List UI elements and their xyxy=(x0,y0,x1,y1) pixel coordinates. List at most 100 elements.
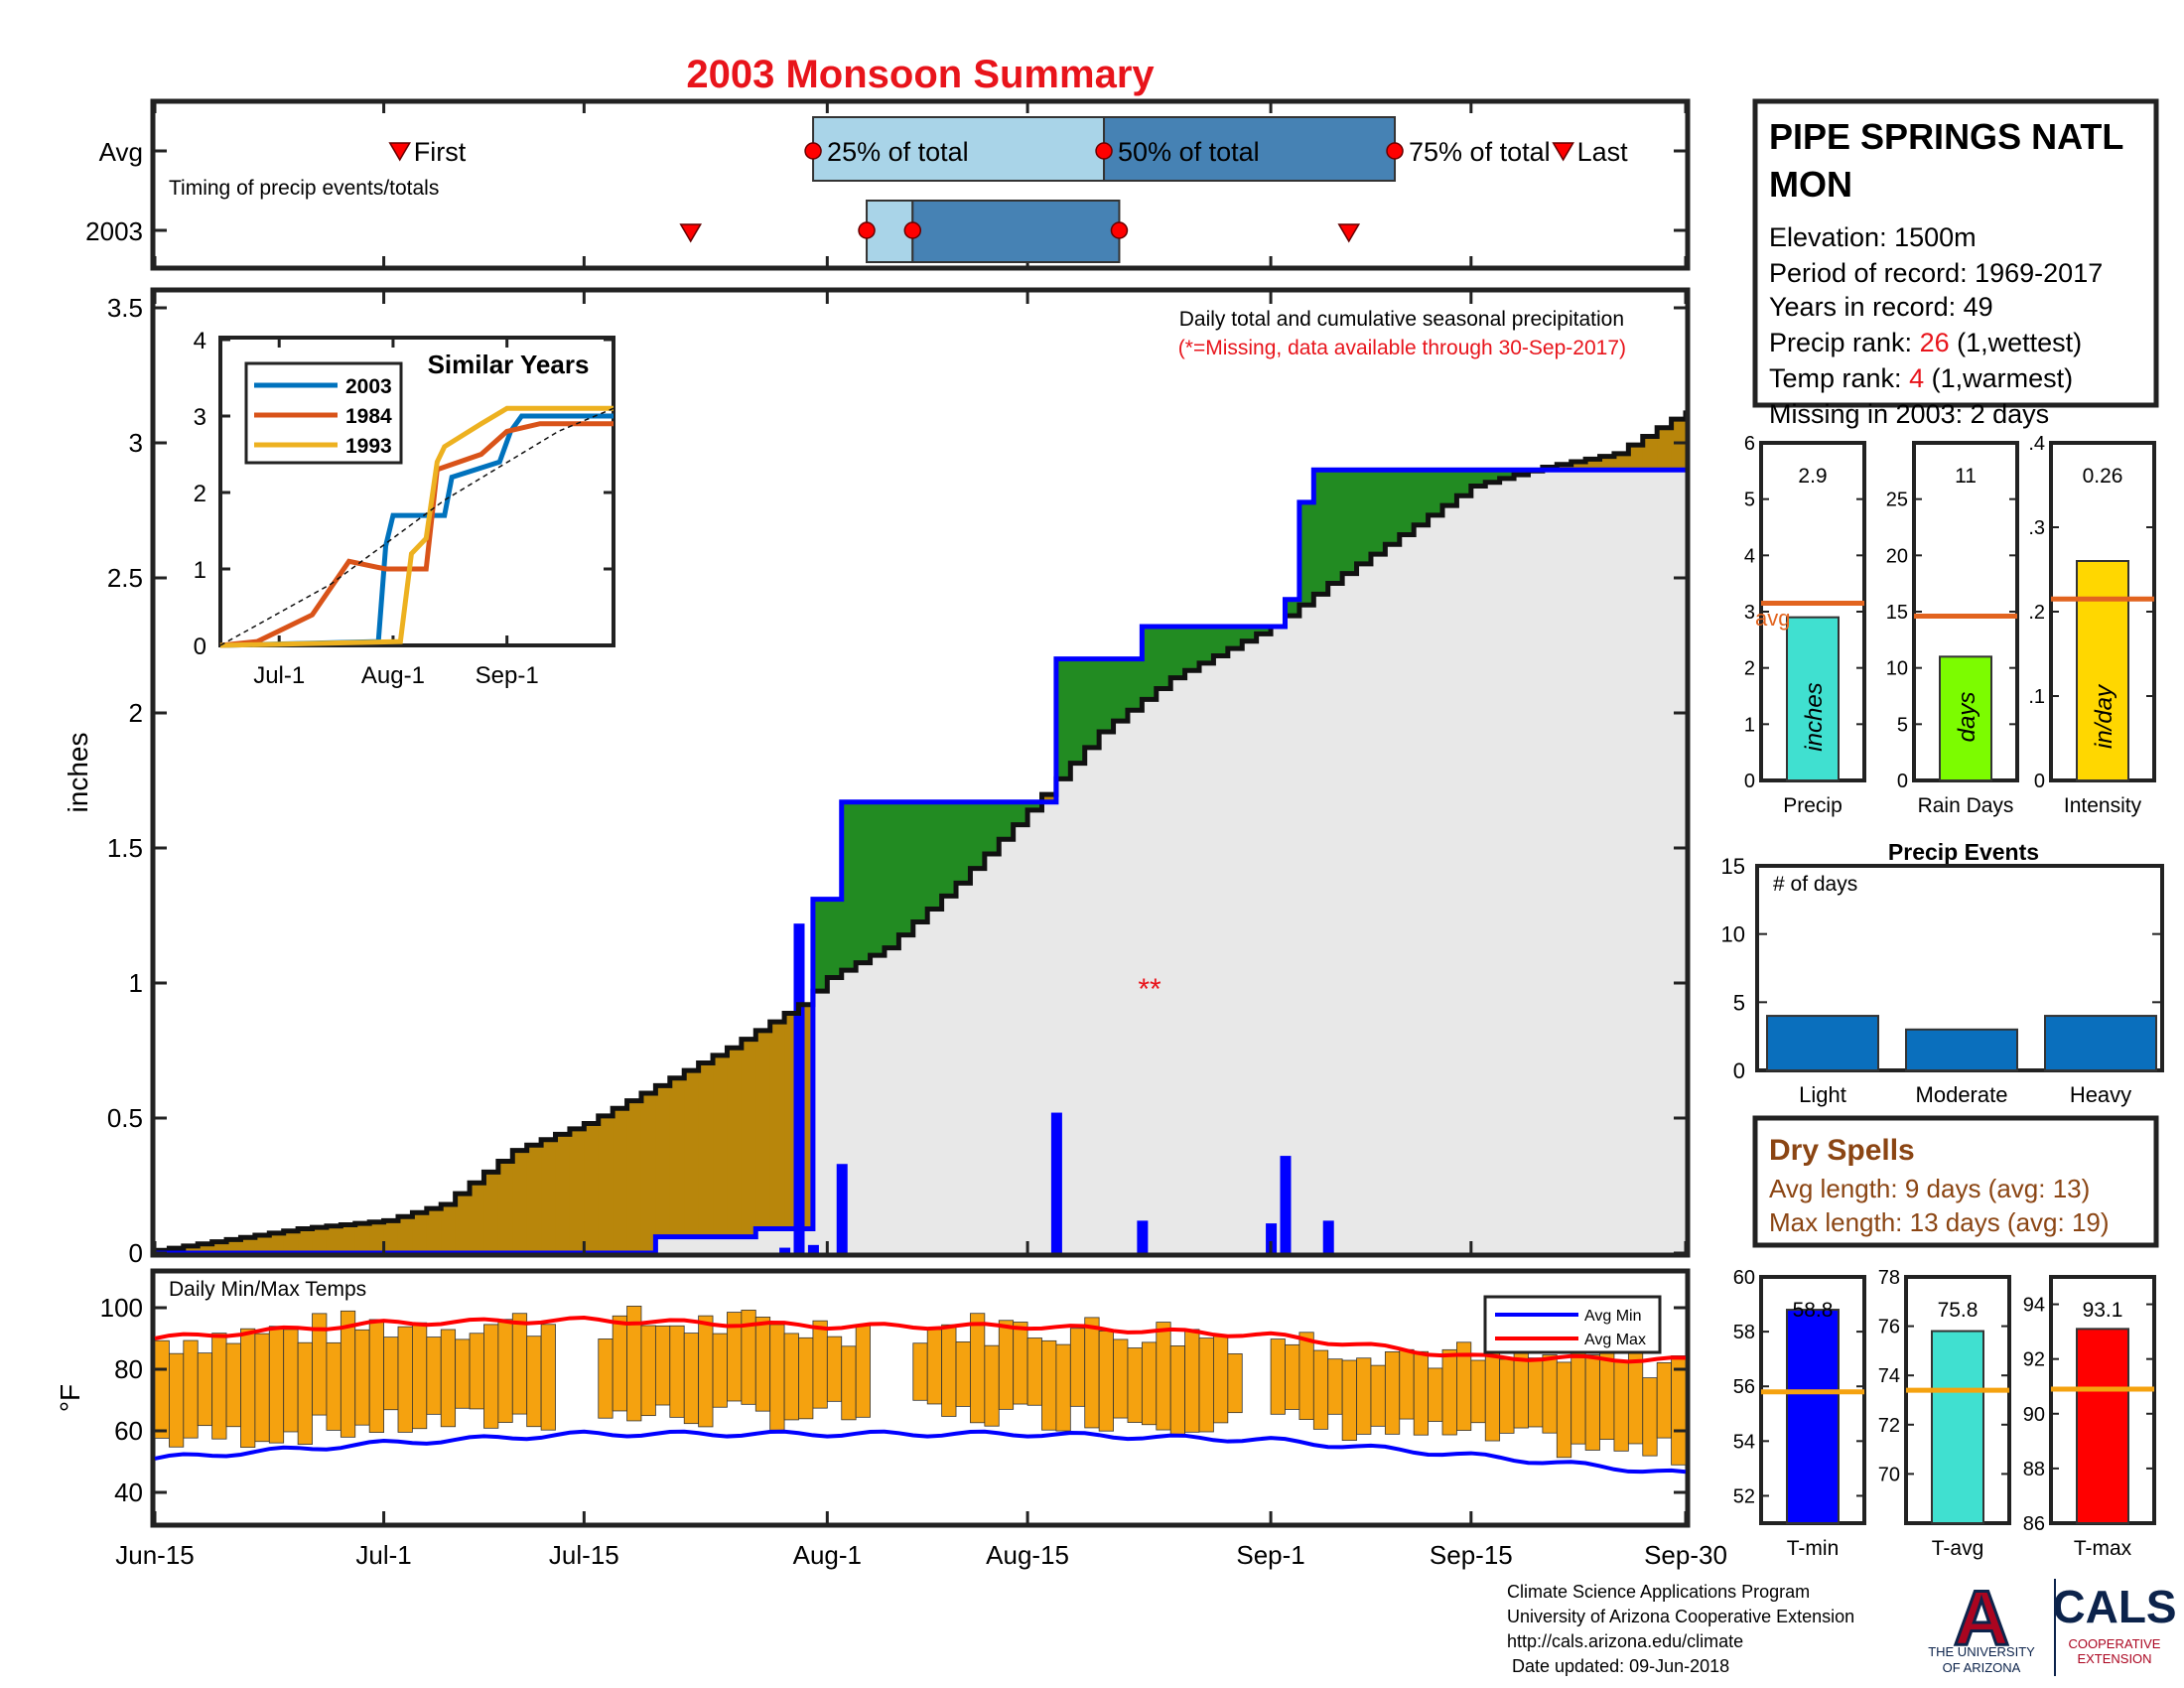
cumulative-2003-surplus-segment xyxy=(584,1123,600,1253)
daily-temp-bar xyxy=(1127,1347,1143,1423)
inset-y-tick-label: 1 xyxy=(194,557,206,584)
cals-line-1: COOPERATIVE xyxy=(2069,1636,2161,1651)
daily-temp-bar xyxy=(469,1333,484,1410)
x-axis-date-label: Aug-1 xyxy=(793,1540,862,1570)
daily-precip-bar xyxy=(836,1164,848,1253)
mini-panel-tick-label: 0 xyxy=(1744,771,1755,792)
daily-temp-bar xyxy=(841,1345,857,1421)
footer-line-4: Date updated: 09-Jun-2018 xyxy=(1507,1656,1729,1676)
mini-panel-value: 11 xyxy=(1955,465,1977,488)
cumulative-2003-surplus-segment xyxy=(1599,456,1615,471)
mini-panel-tick-label: 3 xyxy=(1744,602,1755,624)
cumulative-2003-surplus-segment xyxy=(240,1237,256,1253)
cumulative-2003-surplus-segment xyxy=(1585,459,1601,471)
inset-legend-label: 2003 xyxy=(345,375,392,398)
daily-temp-bar xyxy=(1285,1343,1300,1410)
daily-temp-bar xyxy=(1041,1339,1057,1431)
cumulative-2003-surplus-segment xyxy=(1657,427,1673,471)
daily-temp-bar xyxy=(1055,1343,1071,1432)
mini-panel-bar xyxy=(1786,616,1840,782)
daily-temp-bar xyxy=(383,1336,399,1411)
daily-temp-bar xyxy=(169,1352,185,1448)
daily-temp-bar xyxy=(1270,1338,1286,1415)
mini-panel-tick-label: 2 xyxy=(1744,658,1755,680)
station-precip-rank: Precip rank: 26 (1,wettest) xyxy=(1769,328,2082,357)
cumulative-2003-surplus-segment xyxy=(640,1092,656,1253)
daily-temp-bar xyxy=(1642,1377,1658,1457)
cumulative-2003-surplus-segment xyxy=(497,1161,513,1253)
mini-panel-tick-label: 52 xyxy=(1733,1485,1755,1507)
mini-panel-t-max: 86 88 90 92 94 93.1 T-max xyxy=(2023,1275,2156,1560)
cumulative-2003-surplus-segment xyxy=(341,1224,356,1253)
cumulative-2003-surplus-segment xyxy=(470,1183,485,1253)
cumulative-2003-surplus-segment xyxy=(741,1039,756,1237)
cumulative-2003-surplus-segment xyxy=(755,1030,771,1229)
mini-panel-tick-label: 5 xyxy=(1744,490,1755,511)
cumulative-2003-surplus-segment xyxy=(655,1085,671,1237)
daily-temp-bar xyxy=(1441,1348,1457,1436)
mini-panel-t-avg: 70 72 74 76 78 75.8 T-avg xyxy=(1878,1267,2011,1560)
daily-temp-bar xyxy=(1428,1367,1443,1422)
daily-precip-bar xyxy=(793,923,805,1253)
inset-legend-label: 1993 xyxy=(345,435,392,458)
daily-temp-bar xyxy=(1084,1317,1100,1429)
precip-summary-panels: 0 1 2 3 4 5 6 2.9 inches Precip avg 0 5 10 15 20 25 11 day… xyxy=(1744,433,2156,817)
x-axis-date-label: Sep-15 xyxy=(1430,1540,1513,1570)
station-period: Period of record: 1969-2017 xyxy=(1769,258,2103,288)
avg-25-50-box xyxy=(812,116,1106,182)
year-50-75-box xyxy=(911,200,1121,263)
year-50-marker xyxy=(903,221,922,239)
mini-panel-value: 93.1 xyxy=(2083,1299,2123,1322)
x-axis-date-label: Jul-15 xyxy=(549,1540,619,1570)
station-temp-rank: Temp rank: 4 (1,warmest) xyxy=(1769,363,2073,393)
timing-year-label: 2003 xyxy=(85,216,143,246)
x-axis-date-label: Aug-15 xyxy=(986,1540,1069,1570)
cumulative-2003-surplus-segment xyxy=(669,1077,685,1237)
daily-temp-bar xyxy=(183,1339,199,1439)
daily-temp-bar xyxy=(783,1333,799,1421)
timing-panel: Avg 2003 Timing of precip events/totals … xyxy=(85,98,1691,271)
daily-temp-bar xyxy=(754,1317,771,1412)
temp-legend-label: Avg Min xyxy=(1584,1308,1642,1325)
mini-panel-category: T-avg xyxy=(1932,1537,1984,1560)
daily-temp-bar xyxy=(941,1324,957,1417)
daily-temp-bar xyxy=(640,1325,656,1417)
precip-y-tick-label: 2.5 xyxy=(107,563,143,593)
mini-panel-tick-label: 58 xyxy=(1733,1322,1755,1343)
daily-temp-bar xyxy=(1528,1357,1544,1428)
footer-line-2: University of Arizona Cooperative Extens… xyxy=(1507,1607,1854,1626)
precip-y-tick-label: 0 xyxy=(129,1238,143,1268)
precip-y-tick-label: 1.5 xyxy=(107,833,143,863)
avg-last-label: Last xyxy=(1577,137,1629,167)
cumulative-2003-surplus-segment xyxy=(598,1115,614,1253)
daily-temp-bar xyxy=(154,1339,170,1439)
daily-precip-bar xyxy=(779,1247,791,1253)
cumulative-2003-surplus-segment xyxy=(198,1243,213,1253)
cumulative-2003-surplus-segment xyxy=(226,1239,242,1253)
daily-temp-bar xyxy=(211,1333,227,1440)
daily-temp-bar xyxy=(1542,1354,1558,1434)
daily-temp-bar xyxy=(540,1324,556,1431)
cumulative-2003-surplus-segment xyxy=(312,1227,328,1253)
mini-panel-tick-label: 1 xyxy=(1744,714,1755,736)
dry-spells-avg: Avg length: 9 days (avg: 13) xyxy=(1769,1174,2090,1203)
daily-temp-bar xyxy=(268,1326,285,1444)
station-years: Years in record: 49 xyxy=(1769,292,1993,322)
mini-panel-tick-label: 25 xyxy=(1886,490,1908,511)
mini-panel-bar xyxy=(1939,655,1992,781)
daily-temp-bar xyxy=(254,1333,270,1443)
avg-75-marker xyxy=(1386,142,1404,160)
daily-temp-bar xyxy=(283,1329,299,1433)
daily-temp-bar xyxy=(669,1325,685,1418)
precip-note: Daily total and cumulative seasonal prec… xyxy=(1179,308,1624,331)
cumulative-2003-surplus-segment xyxy=(727,1048,743,1237)
daily-temp-bar xyxy=(240,1328,256,1449)
mini-panel-tick-label: 76 xyxy=(1878,1317,1900,1338)
mini-panel-tick-label: 92 xyxy=(2023,1349,2045,1371)
daily-temp-bar xyxy=(912,1342,928,1401)
daily-temp-bar xyxy=(1184,1329,1200,1433)
daily-temp-bar xyxy=(1312,1349,1329,1430)
cumulative-2003-surplus-segment xyxy=(769,1022,785,1229)
cumulative-2003-surplus-segment xyxy=(441,1204,457,1253)
event-bar xyxy=(1905,1028,2018,1072)
